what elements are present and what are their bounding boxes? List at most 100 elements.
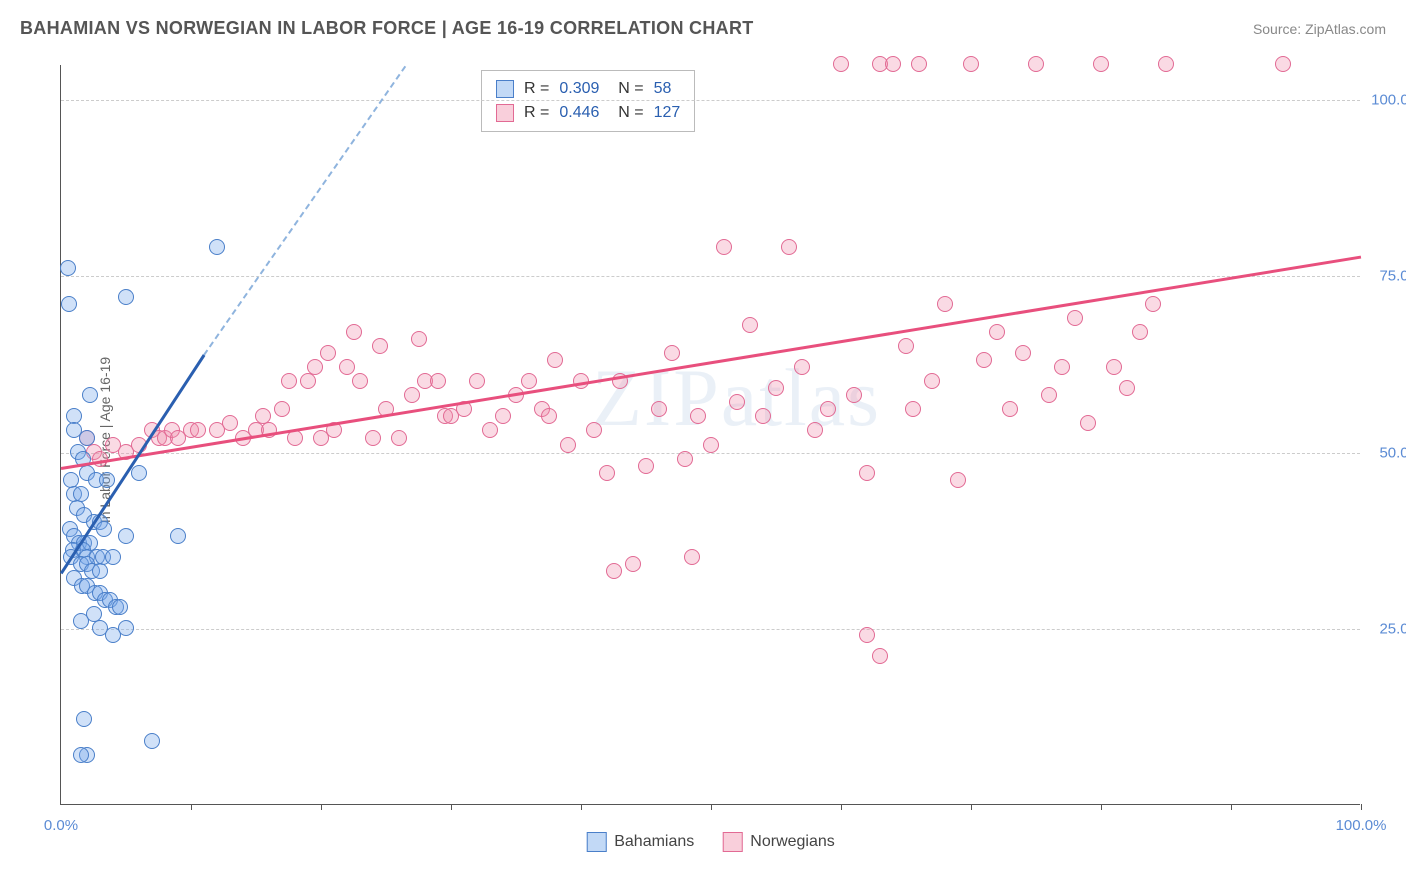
stats-n-pink: 127 [654,101,681,125]
legend-label-norwegians: Norwegians [750,833,834,851]
ytick-label: 100.0% [1371,92,1406,109]
gridline-h [61,453,1360,454]
scatter-point-norwegian [281,373,297,389]
scatter-point-bahamian [76,711,92,727]
scatter-point-norwegian [222,415,238,431]
scatter-point-norwegian [729,394,745,410]
xtick [971,804,972,810]
scatter-point-norwegian [1132,324,1148,340]
scatter-point-norwegian [833,56,849,72]
stats-row-blue: R = 0.309 N = 58 [496,77,680,101]
scatter-point-norwegian [307,359,323,375]
scatter-point-bahamian [170,528,186,544]
scatter-point-norwegian [1158,56,1174,72]
stats-r-blue: 0.309 [559,77,599,101]
xtick [191,804,192,810]
scatter-point-norwegian [586,422,602,438]
scatter-point-norwegian [677,451,693,467]
stats-r-label: R = [524,77,549,101]
gridline-h [61,629,1360,630]
bottom-legend: Bahamians Norwegians [586,832,835,852]
xtick [321,804,322,810]
scatter-point-norwegian [905,401,921,417]
scatter-point-norwegian [625,556,641,572]
scatter-point-norwegian [859,465,875,481]
scatter-point-norwegian [989,324,1005,340]
scatter-point-norwegian [1119,380,1135,396]
xtick-label: 0.0% [44,817,78,834]
scatter-point-norwegian [690,408,706,424]
scatter-point-norwegian [1041,387,1057,403]
scatter-point-norwegian [1080,415,1096,431]
scatter-point-norwegian [794,359,810,375]
scatter-point-norwegian [859,627,875,643]
scatter-point-norwegian [606,563,622,579]
scatter-point-norwegian [1002,401,1018,417]
scatter-point-norwegian [807,422,823,438]
stats-r-pink: 0.446 [559,101,599,125]
scatter-point-norwegian [684,549,700,565]
xtick [1231,804,1232,810]
scatter-point-norwegian [1145,296,1161,312]
legend-item-bahamians: Bahamians [586,832,694,852]
source-attribution: Source: ZipAtlas.com [1253,21,1386,37]
scatter-point-norwegian [599,465,615,481]
swatch-pink [496,104,514,122]
scatter-point-norwegian [1275,56,1291,72]
chart-container: In Labor Force | Age 16-19 ZIPatlas R = … [40,50,1380,830]
scatter-point-bahamian [99,472,115,488]
scatter-point-bahamian [144,733,160,749]
scatter-point-norwegian [937,296,953,312]
scatter-point-norwegian [716,239,732,255]
xtick [1101,804,1102,810]
scatter-point-bahamian [118,620,134,636]
scatter-point-bahamian [118,528,134,544]
scatter-point-norwegian [1093,56,1109,72]
xtick [841,804,842,810]
scatter-point-norwegian [346,324,362,340]
scatter-point-norwegian [190,422,206,438]
scatter-point-norwegian [274,401,290,417]
legend-swatch-pink [722,832,742,852]
scatter-point-norwegian [391,430,407,446]
scatter-point-bahamian [61,296,77,312]
scatter-point-norwegian [521,373,537,389]
scatter-point-norwegian [1067,310,1083,326]
scatter-point-norwegian [742,317,758,333]
scatter-point-norwegian [885,56,901,72]
scatter-point-norwegian [1015,345,1031,361]
scatter-point-norwegian [703,437,719,453]
scatter-point-norwegian [541,408,557,424]
scatter-point-norwegian [339,359,355,375]
scatter-point-norwegian [482,422,498,438]
scatter-point-norwegian [430,373,446,389]
chart-title: BAHAMIAN VS NORWEGIAN IN LABOR FORCE | A… [20,18,754,39]
scatter-point-norwegian [768,380,784,396]
scatter-point-norwegian [469,373,485,389]
scatter-point-norwegian [411,331,427,347]
scatter-point-norwegian [365,430,381,446]
scatter-point-norwegian [352,373,368,389]
scatter-point-bahamian [209,239,225,255]
scatter-point-norwegian [638,458,654,474]
scatter-point-norwegian [651,401,667,417]
scatter-point-bahamian [60,260,76,276]
gridline-h [61,100,1360,101]
scatter-point-norwegian [872,648,888,664]
scatter-point-norwegian [898,338,914,354]
scatter-point-norwegian [495,408,511,424]
scatter-point-norwegian [963,56,979,72]
scatter-point-norwegian [300,373,316,389]
scatter-point-bahamian [112,599,128,615]
scatter-point-norwegian [372,338,388,354]
ytick-label: 25.0% [1379,620,1406,637]
legend-item-norwegians: Norwegians [722,832,834,852]
scatter-point-norwegian [320,345,336,361]
scatter-point-norwegian [664,345,680,361]
swatch-blue [496,80,514,98]
legend-swatch-blue [586,832,606,852]
scatter-point-bahamian [79,430,95,446]
scatter-point-norwegian [547,352,563,368]
scatter-point-norwegian [560,437,576,453]
xtick-label: 100.0% [1336,817,1387,834]
